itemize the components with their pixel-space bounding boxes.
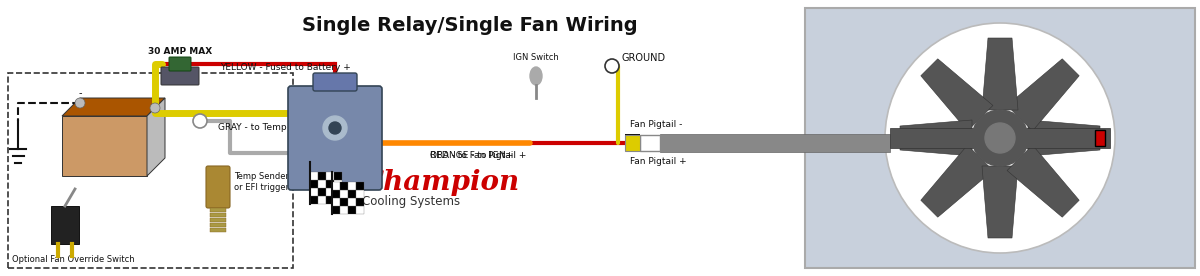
Bar bbox=[340, 198, 348, 206]
Bar bbox=[340, 206, 348, 214]
FancyBboxPatch shape bbox=[288, 86, 382, 190]
Bar bbox=[210, 208, 226, 212]
Ellipse shape bbox=[530, 67, 542, 85]
Bar bbox=[310, 172, 318, 180]
Circle shape bbox=[74, 98, 85, 108]
FancyBboxPatch shape bbox=[1096, 130, 1105, 146]
Bar bbox=[50, 206, 79, 244]
Bar bbox=[334, 180, 342, 188]
Bar bbox=[640, 135, 660, 151]
Bar bbox=[326, 188, 334, 196]
Bar bbox=[356, 206, 364, 214]
Text: -: - bbox=[78, 88, 82, 98]
FancyBboxPatch shape bbox=[660, 134, 890, 152]
Text: Champion: Champion bbox=[362, 169, 520, 195]
Text: Fan Pigtail -: Fan Pigtail - bbox=[630, 120, 683, 129]
Bar bbox=[318, 196, 326, 204]
Text: RED - to Fan Pigtail +: RED - to Fan Pigtail + bbox=[430, 150, 527, 160]
Circle shape bbox=[329, 122, 341, 134]
Bar bbox=[348, 198, 356, 206]
Circle shape bbox=[150, 103, 160, 113]
Bar bbox=[326, 172, 334, 180]
FancyBboxPatch shape bbox=[161, 67, 199, 85]
Bar bbox=[210, 218, 226, 222]
Text: ORANGE - to IGN+: ORANGE - to IGN+ bbox=[430, 150, 514, 160]
Bar bbox=[332, 190, 340, 198]
Bar bbox=[326, 180, 334, 188]
Bar bbox=[310, 180, 318, 188]
Bar bbox=[356, 190, 364, 198]
Circle shape bbox=[886, 23, 1115, 253]
Bar bbox=[348, 182, 356, 190]
Text: Single Relay/Single Fan Wiring: Single Relay/Single Fan Wiring bbox=[302, 16, 638, 35]
Bar bbox=[625, 135, 640, 151]
Bar bbox=[326, 196, 334, 204]
FancyBboxPatch shape bbox=[805, 8, 1195, 268]
Polygon shape bbox=[982, 166, 1018, 238]
Bar bbox=[356, 198, 364, 206]
Polygon shape bbox=[1007, 145, 1079, 217]
FancyBboxPatch shape bbox=[206, 166, 230, 208]
FancyBboxPatch shape bbox=[169, 57, 191, 71]
Bar bbox=[332, 206, 340, 214]
Polygon shape bbox=[920, 59, 992, 131]
FancyBboxPatch shape bbox=[313, 73, 358, 91]
Circle shape bbox=[985, 123, 1015, 153]
Text: 30 AMP MAX: 30 AMP MAX bbox=[148, 47, 212, 57]
Polygon shape bbox=[982, 38, 1018, 110]
Bar bbox=[318, 180, 326, 188]
Polygon shape bbox=[62, 98, 166, 116]
Bar bbox=[334, 172, 342, 180]
FancyBboxPatch shape bbox=[890, 128, 1110, 148]
Circle shape bbox=[323, 116, 347, 140]
Bar bbox=[210, 213, 226, 217]
Text: YELLOW - Fused to Battery +: YELLOW - Fused to Battery + bbox=[220, 63, 350, 73]
Polygon shape bbox=[1028, 120, 1100, 156]
Text: x: x bbox=[152, 97, 157, 105]
Text: Fan Pigtail +: Fan Pigtail + bbox=[630, 157, 686, 166]
Bar bbox=[318, 188, 326, 196]
Polygon shape bbox=[900, 120, 972, 156]
Circle shape bbox=[193, 114, 208, 128]
Bar bbox=[310, 196, 318, 204]
Bar bbox=[348, 206, 356, 214]
Bar bbox=[332, 198, 340, 206]
Bar bbox=[210, 223, 226, 227]
Bar bbox=[210, 228, 226, 232]
Bar bbox=[625, 134, 640, 138]
Bar bbox=[348, 190, 356, 198]
Polygon shape bbox=[920, 145, 992, 217]
Bar bbox=[356, 182, 364, 190]
Bar bbox=[8, 73, 293, 268]
Polygon shape bbox=[148, 98, 166, 176]
Text: GRAY - to Temp Sender: GRAY - to Temp Sender bbox=[218, 123, 322, 132]
Bar bbox=[340, 182, 348, 190]
Text: IGN Switch: IGN Switch bbox=[514, 53, 559, 62]
Text: GROUND: GROUND bbox=[622, 53, 666, 63]
Text: Cooling Systems: Cooling Systems bbox=[362, 195, 460, 208]
Bar bbox=[310, 188, 318, 196]
Bar bbox=[340, 190, 348, 198]
Circle shape bbox=[972, 110, 1028, 166]
Bar bbox=[334, 196, 342, 204]
Bar bbox=[62, 116, 148, 176]
Bar bbox=[318, 172, 326, 180]
Bar bbox=[334, 188, 342, 196]
Circle shape bbox=[605, 59, 619, 73]
Bar bbox=[332, 182, 340, 190]
Polygon shape bbox=[1007, 59, 1079, 131]
Text: Temp Sender
or EFI trigger: Temp Sender or EFI trigger bbox=[234, 172, 289, 192]
Text: Optional Fan Override Switch: Optional Fan Override Switch bbox=[12, 255, 134, 264]
